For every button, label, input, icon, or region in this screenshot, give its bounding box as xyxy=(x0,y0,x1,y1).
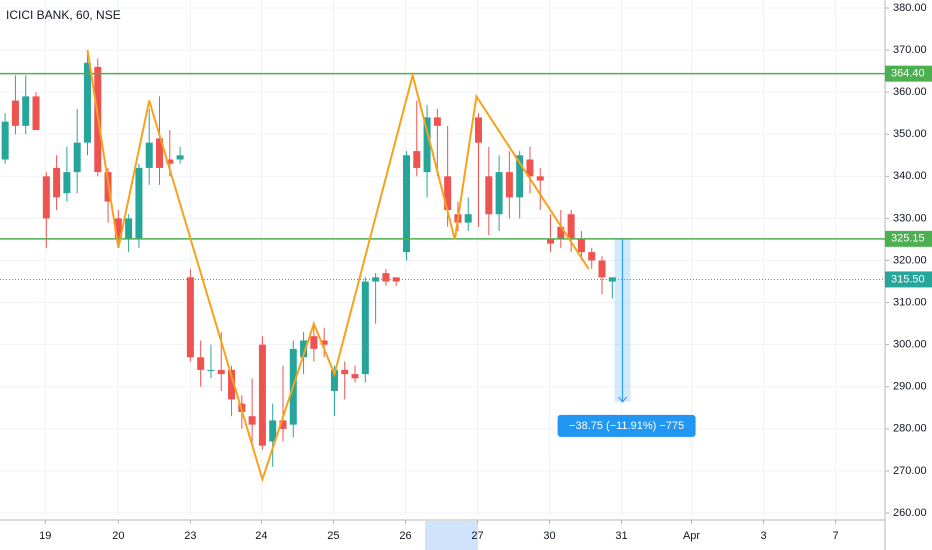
measure-label-box xyxy=(557,414,696,437)
candle-body xyxy=(258,344,266,446)
candle-body xyxy=(577,239,585,253)
candle-body xyxy=(217,369,225,375)
candle-body xyxy=(310,336,318,349)
y-tick-label: 340.00 xyxy=(893,170,927,182)
y-tick-label: 350.00 xyxy=(893,128,927,140)
y-tick-label: 300.00 xyxy=(893,339,927,351)
candle-body xyxy=(22,96,30,126)
x-tick-label: 24 xyxy=(255,530,267,542)
candle-body xyxy=(53,167,61,198)
candle-body xyxy=(382,273,390,282)
candle-body xyxy=(433,117,441,126)
price-label: 325.15 xyxy=(891,233,925,245)
zigzag-line xyxy=(86,49,590,483)
x-tick-label: 30 xyxy=(543,530,555,542)
candle-body xyxy=(83,62,91,143)
y-tick-label: 330.00 xyxy=(893,212,927,224)
candle-body xyxy=(42,176,50,219)
x-tick-label: 3 xyxy=(761,530,767,542)
candle-body xyxy=(320,340,328,345)
y-tick-label: 260.00 xyxy=(893,507,927,519)
y-tick-label: 360.00 xyxy=(893,86,927,98)
candle-body xyxy=(557,226,565,240)
price-label: 315.50 xyxy=(891,273,925,285)
x-tick-label: 26 xyxy=(399,530,411,542)
candle-body xyxy=(166,159,174,164)
candle-body xyxy=(330,369,338,391)
candle-body xyxy=(114,218,122,240)
candle-body xyxy=(361,281,369,375)
x-tick-label: 7 xyxy=(833,530,839,542)
candle-body xyxy=(485,176,493,215)
candle-body xyxy=(547,239,555,244)
candle-body xyxy=(11,100,19,126)
candle-body xyxy=(279,420,287,429)
candle-body xyxy=(341,369,349,375)
candle-body xyxy=(1,121,9,160)
x-tick-label: 31 xyxy=(615,530,627,542)
candle-body xyxy=(145,142,153,168)
plot: −38.75 (−11.91%) −775 xyxy=(0,49,885,483)
x-tick-label: 19 xyxy=(39,530,51,542)
y-tick-label: 370.00 xyxy=(893,44,927,56)
y-tick-label: 320.00 xyxy=(893,254,927,266)
candle-body xyxy=(598,260,606,278)
candle-body xyxy=(32,96,40,131)
candle-body xyxy=(228,369,236,400)
measure-label: −38.75 (−11.91%) −775 xyxy=(569,420,684,432)
candle-body xyxy=(176,155,184,160)
candle-body xyxy=(73,142,81,173)
y-tick-label: 270.00 xyxy=(893,465,927,477)
candle-body xyxy=(567,214,575,240)
price-label-box xyxy=(885,230,932,247)
candle-body xyxy=(269,420,277,442)
candle-body xyxy=(156,138,164,168)
y-tick-label: 290.00 xyxy=(893,381,927,393)
x-tick-label: 20 xyxy=(112,530,124,542)
candle-body xyxy=(423,117,431,173)
y-tick-label: 310.00 xyxy=(893,296,927,308)
grid xyxy=(0,0,885,520)
candle-body xyxy=(135,167,143,240)
x-tick-label: 23 xyxy=(184,530,196,542)
candle-body xyxy=(588,252,596,261)
x-tick-label: Apr xyxy=(683,530,700,542)
candle-body xyxy=(536,176,544,181)
y-tick-label: 380.00 xyxy=(893,2,927,14)
candle-body xyxy=(300,340,308,358)
candle-body xyxy=(526,159,534,177)
price-label-box xyxy=(885,65,932,82)
candle-body xyxy=(402,155,410,253)
candle-body xyxy=(413,151,421,168)
candle-body xyxy=(63,172,71,194)
candle-body xyxy=(516,155,524,198)
y-tick-label: 280.00 xyxy=(893,423,927,435)
candle-body xyxy=(186,277,194,358)
measure-arrowhead xyxy=(618,396,627,403)
candle-body xyxy=(475,117,483,143)
candle-body xyxy=(444,176,452,210)
x-tick-label: 27 xyxy=(471,530,483,542)
price-label: 364.40 xyxy=(891,68,925,80)
candle-body xyxy=(207,369,215,371)
candle-body xyxy=(464,214,472,223)
candle-body xyxy=(125,218,133,240)
x-tick-label: 25 xyxy=(327,530,339,542)
candle-body xyxy=(505,172,513,198)
candle-body xyxy=(248,416,256,425)
candle-body xyxy=(495,172,503,215)
time-selection xyxy=(425,521,478,550)
price-label-box xyxy=(885,271,932,288)
candle-body xyxy=(351,374,359,379)
chart-title: ICICI BANK, 60, NSE xyxy=(6,8,121,22)
candle-body xyxy=(197,357,205,370)
